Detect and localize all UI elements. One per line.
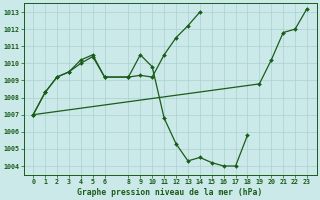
X-axis label: Graphe pression niveau de la mer (hPa): Graphe pression niveau de la mer (hPa) bbox=[77, 188, 263, 197]
